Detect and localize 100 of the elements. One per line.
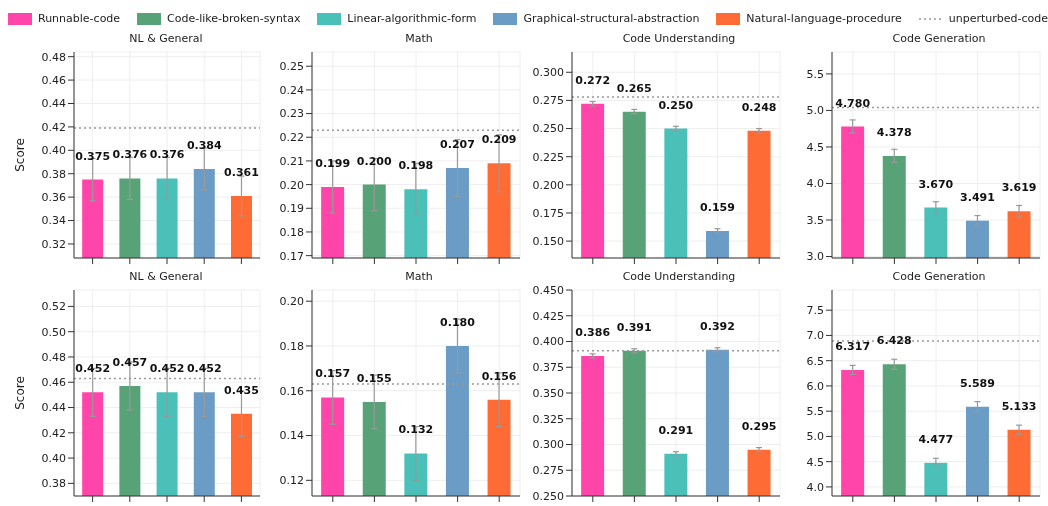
y-tick-label: 6.0 bbox=[806, 379, 824, 393]
y-tick-label: 0.300 bbox=[532, 66, 564, 80]
y-tick-label: 5.5 bbox=[806, 67, 824, 81]
legend-label: Linear-algorithmic-form bbox=[347, 12, 477, 25]
data-label: 0.159 bbox=[700, 200, 735, 214]
y-tick-label: 0.48 bbox=[41, 350, 66, 364]
data-label: 3.491 bbox=[960, 190, 995, 204]
data-label: 0.132 bbox=[398, 423, 434, 437]
data-label: 4.378 bbox=[876, 125, 912, 139]
data-label: 0.248 bbox=[741, 100, 777, 114]
y-tick-label: 0.225 bbox=[532, 150, 564, 164]
y-tick-label: 0.38 bbox=[41, 167, 66, 181]
y-tick-label: 4.5 bbox=[806, 140, 824, 154]
chart-title: Math bbox=[404, 32, 434, 46]
data-label: 0.295 bbox=[741, 419, 777, 433]
y-tick-label: 0.425 bbox=[532, 309, 564, 323]
data-label: 0.200 bbox=[356, 154, 392, 168]
y-axis-title: Score bbox=[13, 376, 28, 410]
y-tick-label: 3.5 bbox=[806, 213, 824, 227]
y-tick-label: 0.44 bbox=[41, 401, 66, 415]
y-tick-label: 0.350 bbox=[532, 386, 564, 400]
data-label: 0.272 bbox=[575, 73, 611, 87]
data-label: 0.435 bbox=[224, 383, 259, 397]
data-label: 0.452 bbox=[75, 362, 111, 376]
y-tick-label: 0.400 bbox=[532, 335, 564, 349]
y-tick-label: 4.5 bbox=[806, 455, 824, 469]
y-tick-label: 0.48 bbox=[41, 50, 66, 64]
y-tick-label: 0.18 bbox=[279, 225, 304, 239]
data-label: 0.376 bbox=[112, 148, 148, 162]
data-label: 0.155 bbox=[356, 371, 392, 385]
data-label: 0.376 bbox=[149, 148, 185, 162]
y-tick-label: 0.46 bbox=[41, 74, 66, 87]
data-label: 0.207 bbox=[440, 138, 475, 152]
data-label: 6.428 bbox=[876, 334, 912, 348]
y-tick-label: 0.25 bbox=[279, 60, 304, 74]
legend-label: Natural-language-procedure bbox=[746, 12, 902, 25]
y-tick-label: 3.0 bbox=[806, 250, 824, 264]
data-label: 0.156 bbox=[481, 369, 517, 383]
y-tick-label: 0.21 bbox=[279, 154, 304, 168]
data-label: 0.392 bbox=[700, 319, 735, 333]
y-axis-title: Score bbox=[13, 138, 28, 172]
y-tick-label: 0.150 bbox=[532, 235, 564, 249]
data-label: 0.457 bbox=[112, 356, 148, 370]
data-label: 0.250 bbox=[658, 98, 694, 112]
data-label: 0.157 bbox=[315, 367, 351, 381]
data-label: 0.180 bbox=[440, 315, 476, 329]
y-tick-label: 0.40 bbox=[41, 144, 66, 158]
y-tick-label: 5.5 bbox=[806, 405, 824, 419]
chart-title: Math bbox=[404, 270, 434, 284]
y-tick-label: 0.44 bbox=[41, 97, 66, 111]
y-tick-label: 0.325 bbox=[532, 412, 564, 426]
y-tick-label: 0.16 bbox=[279, 384, 304, 398]
y-tick-label: 0.22 bbox=[279, 131, 304, 145]
y-tick-label: 0.17 bbox=[279, 249, 304, 263]
data-label: 0.198 bbox=[398, 159, 434, 173]
y-tick-label: 0.300 bbox=[532, 438, 564, 452]
y-tick-label: 0.450 bbox=[532, 283, 564, 297]
data-label: 0.391 bbox=[616, 320, 652, 334]
data-label: 3.619 bbox=[1001, 181, 1037, 195]
y-tick-label: 4.0 bbox=[806, 177, 824, 191]
chart-title: NL & General bbox=[128, 270, 204, 284]
y-tick-label: 0.34 bbox=[41, 214, 66, 228]
data-label: 0.452 bbox=[186, 362, 222, 376]
chart-title: Code Generation bbox=[891, 32, 987, 46]
data-label: 0.265 bbox=[616, 81, 652, 95]
y-tick-label: 0.20 bbox=[279, 178, 304, 192]
y-tick-label: 0.24 bbox=[279, 83, 304, 97]
y-tick-label: 7.0 bbox=[806, 329, 824, 343]
y-tick-label: 0.20 bbox=[279, 295, 304, 309]
y-tick-label: 0.38 bbox=[41, 477, 66, 491]
y-tick-label: 0.275 bbox=[532, 94, 564, 108]
data-label: 0.361 bbox=[224, 165, 259, 179]
y-tick-label: 0.42 bbox=[41, 120, 66, 134]
data-label: 4.780 bbox=[835, 96, 871, 110]
data-label: 6.317 bbox=[835, 339, 871, 353]
y-tick-label: 0.42 bbox=[41, 426, 66, 440]
data-label: 4.477 bbox=[918, 432, 954, 446]
y-tick-label: 0.52 bbox=[41, 300, 66, 314]
legend-label: Runnable-code bbox=[38, 12, 121, 25]
y-tick-label: 6.5 bbox=[806, 354, 824, 368]
data-label: 5.589 bbox=[960, 376, 995, 390]
chart-title: Code Understanding bbox=[621, 32, 737, 46]
y-tick-label: 7.5 bbox=[806, 304, 824, 318]
data-label: 0.375 bbox=[75, 149, 111, 163]
chart-title: NL & General bbox=[128, 32, 204, 46]
y-tick-label: 0.375 bbox=[532, 361, 564, 375]
y-tick-label: 0.250 bbox=[532, 489, 564, 503]
y-tick-label: 0.14 bbox=[279, 429, 304, 443]
data-label: 3.670 bbox=[918, 177, 954, 191]
data-label: 0.199 bbox=[315, 156, 351, 170]
y-tick-label: 0.32 bbox=[41, 237, 66, 251]
y-tick-label: 0.250 bbox=[532, 122, 564, 136]
y-tick-label: 0.175 bbox=[532, 206, 564, 220]
y-tick-label: 5.0 bbox=[806, 104, 824, 118]
y-tick-label: 0.36 bbox=[41, 191, 66, 205]
chart-title: Code Generation bbox=[891, 270, 987, 284]
data-label: 5.133 bbox=[1001, 399, 1037, 413]
data-label: 0.452 bbox=[149, 362, 185, 376]
y-tick-label: 0.12 bbox=[279, 474, 304, 488]
y-tick-label: 4.0 bbox=[806, 480, 824, 494]
